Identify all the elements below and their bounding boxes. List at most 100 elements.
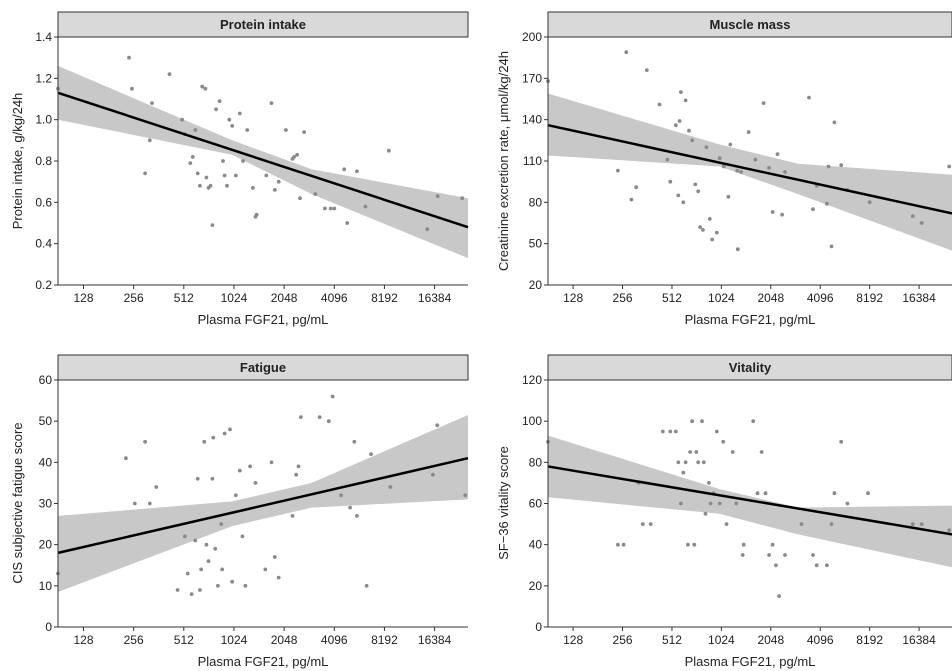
data-point (203, 86, 208, 91)
data-point (829, 244, 834, 249)
data-point (832, 120, 837, 125)
data-point (676, 193, 681, 198)
x-tick-label: 16384 (902, 291, 936, 305)
data-point (770, 542, 775, 547)
data-point (143, 171, 148, 176)
y-tick-label: 20 (39, 538, 53, 552)
x-tick-label: 512 (662, 633, 682, 647)
data-point (735, 247, 740, 252)
data-point (204, 175, 209, 180)
data-point (124, 456, 128, 461)
x-axis-title-muscle-mass: Plasma FGF21, pg/mL (685, 312, 816, 327)
x-tick-label: 2048 (757, 291, 784, 305)
x-tick-label: 4096 (807, 633, 834, 647)
data-point (230, 124, 235, 128)
y-tick-label: 110 (523, 154, 542, 168)
data-point (198, 588, 202, 592)
data-point (717, 156, 722, 161)
data-point (425, 227, 430, 232)
x-tick-label: 512 (174, 291, 194, 305)
x-tick-label: 128 (73, 291, 93, 305)
x-tick-label: 8192 (371, 291, 398, 305)
data-point (919, 522, 924, 526)
data-point (783, 553, 787, 557)
y-tick-label: 120 (522, 373, 542, 387)
data-point (679, 501, 683, 506)
x-axis-title-protein-intake: Plasma FGF21, pg/mL (198, 312, 329, 327)
data-point (276, 575, 281, 580)
x-tick-label: 2048 (757, 633, 784, 647)
data-point (707, 481, 711, 485)
data-point (660, 429, 665, 434)
data-point (724, 522, 729, 526)
y-axis-title-protein-intake: Protein intake, g/kg/24h (10, 93, 25, 230)
data-point (640, 522, 645, 526)
data-point (243, 583, 248, 588)
data-point (693, 182, 698, 187)
data-point (767, 166, 771, 170)
strip-muscle-mass (547, 11, 952, 38)
data-point (241, 159, 245, 163)
x-tick-label: 1024 (708, 291, 735, 305)
plot-area-muscle-mass: 128 256 512 1024 2048 4096 8192 16384 20 50 80 110 1… (522, 30, 952, 305)
data-point (741, 542, 746, 547)
data-point (143, 439, 148, 444)
y-tick-label: 10 (39, 579, 53, 593)
data-point (317, 415, 322, 419)
data-point (254, 212, 259, 217)
data-point (692, 542, 697, 547)
data-point (947, 164, 952, 169)
data-point (624, 50, 629, 55)
data-point (700, 419, 704, 424)
x-tick-label: 256 (124, 633, 144, 647)
data-point (154, 485, 159, 489)
data-point (276, 179, 281, 184)
data-point (910, 522, 915, 526)
data-point (683, 98, 688, 103)
strip-label-protein-intake: Protein intake (220, 17, 306, 32)
data-point (328, 206, 333, 211)
data-point (665, 157, 670, 162)
y-tick-label: 0.6 (35, 195, 52, 209)
data-point (237, 468, 242, 473)
data-point (221, 159, 225, 163)
data-point (616, 542, 620, 547)
data-point (839, 163, 844, 168)
data-point (190, 155, 195, 159)
data-point (463, 493, 468, 498)
y-tick-label: 60 (529, 497, 543, 511)
y-tick-label: 1.4 (35, 30, 52, 44)
data-point (284, 128, 288, 132)
data-point (734, 501, 739, 506)
y-tick-label: 80 (529, 455, 543, 469)
data-point (253, 481, 258, 485)
data-point (326, 419, 331, 424)
data-point (183, 534, 187, 539)
data-point (298, 415, 303, 419)
data-point (714, 230, 719, 235)
data-point (677, 119, 682, 123)
data-point (799, 522, 804, 526)
data-point (704, 145, 709, 150)
data-point (829, 522, 834, 526)
y-tick-label: 50 (39, 414, 53, 428)
data-point (777, 594, 781, 598)
y-tick-label: 170 (522, 71, 542, 85)
data-point (435, 423, 440, 428)
x-tick-label: 16384 (902, 633, 936, 647)
y-tick-label: 20 (529, 579, 543, 593)
data-point (721, 439, 726, 444)
x-tick-label: 256 (613, 291, 633, 305)
y-tick-label: 1.0 (35, 113, 52, 127)
data-point (214, 107, 219, 112)
data-point (634, 185, 639, 190)
x-tick-label: 8192 (371, 633, 398, 647)
data-point (348, 505, 352, 510)
data-point (269, 460, 274, 465)
data-point (342, 167, 347, 172)
y-tick-label: 0.8 (35, 154, 52, 168)
y-tick-label: 80 (529, 195, 543, 209)
y-tick-label: 0 (535, 620, 542, 634)
data-point (195, 476, 200, 481)
confidence-band (58, 65, 468, 259)
